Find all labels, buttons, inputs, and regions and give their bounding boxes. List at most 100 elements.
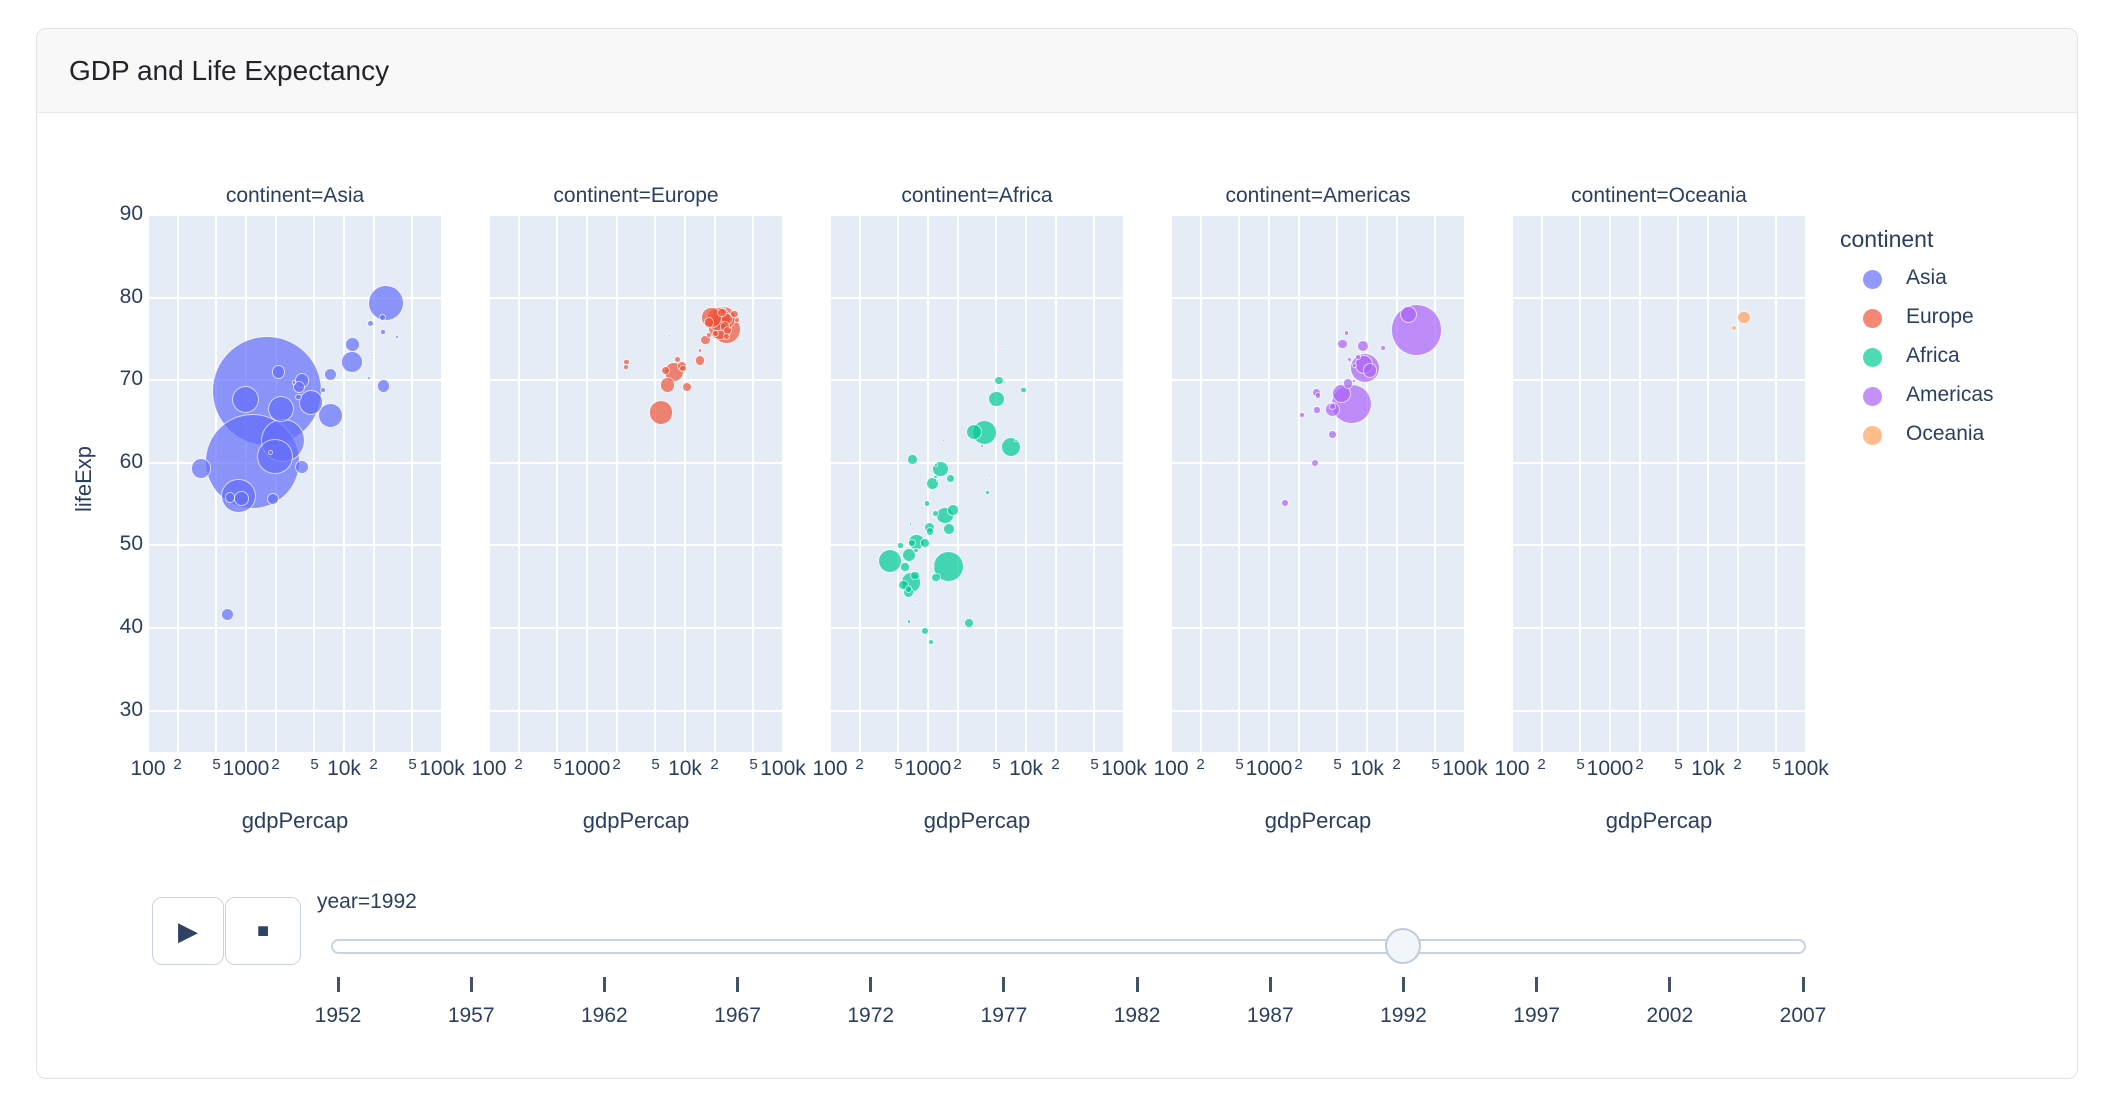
bubble-singapore[interactable]: [379, 329, 386, 336]
bubble-west-bank-and-gaza[interactable]: [291, 380, 297, 386]
bubble-finland[interactable]: [712, 329, 720, 337]
bubble-venezuela[interactable]: [1362, 363, 1378, 378]
bubble-ireland[interactable]: [705, 331, 712, 338]
bubble-djibouti[interactable]: [963, 532, 967, 536]
bubble-norway[interactable]: [733, 316, 741, 324]
bubble-malawi[interactable]: [898, 580, 909, 591]
bubble-namibia[interactable]: [979, 444, 984, 449]
bubble-romania[interactable]: [659, 377, 675, 393]
bubble-denmark[interactable]: [722, 332, 730, 341]
bubble-australia[interactable]: [1737, 310, 1751, 325]
bubble-angola[interactable]: [964, 618, 974, 628]
bubble-czech-republic[interactable]: [695, 355, 706, 366]
bubble-hong-kong-china[interactable]: [378, 313, 387, 322]
bubble-new-zealand[interactable]: [1730, 325, 1737, 332]
bubble-kuwait[interactable]: [395, 335, 400, 340]
bubble-taiwan[interactable]: [345, 337, 361, 353]
bubble-guinea[interactable]: [907, 538, 916, 548]
bubble-myanmar[interactable]: [190, 458, 212, 479]
bubble-mali[interactable]: [910, 570, 920, 580]
bubble-liberia[interactable]: [906, 619, 912, 624]
bubble-montenegro[interactable]: [668, 334, 672, 338]
bubble-iraq[interactable]: [295, 460, 310, 474]
bubble-guinea-bissau[interactable]: [913, 599, 918, 603]
bubble-bahrain[interactable]: [369, 357, 373, 361]
bubble-trinidad-and-tobago[interactable]: [1352, 379, 1356, 383]
bubble-vietnam[interactable]: [232, 385, 259, 413]
bubble-ethiopia[interactable]: [877, 549, 902, 574]
bubble-syria[interactable]: [292, 380, 305, 393]
bubble-cote-d-ivoire[interactable]: [943, 523, 955, 535]
bubble-equatorial-guinea[interactable]: [931, 564, 935, 568]
bubble-panama[interactable]: [1346, 357, 1352, 363]
bubble-canada[interactable]: [1399, 305, 1417, 323]
bubble-malaysia[interactable]: [323, 367, 338, 382]
bubble-lesotho[interactable]: [933, 463, 939, 468]
bubble-paraguay[interactable]: [1314, 391, 1322, 399]
bubble-costa-rica[interactable]: [1343, 330, 1350, 336]
bubble-morocco[interactable]: [965, 424, 983, 441]
bubble-chad[interactable]: [926, 527, 935, 536]
year-slider-track[interactable]: [331, 939, 1806, 954]
bubble-hungary[interactable]: [682, 381, 693, 392]
bubble-mauritania[interactable]: [933, 474, 938, 480]
bubble-philippines[interactable]: [267, 395, 295, 423]
bubble-eritrea[interactable]: [897, 542, 904, 549]
bubble-central-african-republic[interactable]: [912, 547, 919, 554]
bubble-oman[interactable]: [367, 375, 372, 380]
bubble-puerto-rico[interactable]: [1380, 344, 1387, 352]
bubble-iceland[interactable]: [722, 306, 726, 310]
bubble-gambia[interactable]: [909, 522, 913, 526]
bubble-botswana[interactable]: [1014, 438, 1019, 443]
bubble-uganda[interactable]: [902, 548, 917, 563]
bubble-bulgaria[interactable]: [660, 365, 671, 376]
bubble-nigeria[interactable]: [932, 550, 965, 582]
bubble-jordan[interactable]: [295, 393, 302, 400]
bubble-slovak-republic[interactable]: [679, 364, 687, 373]
bubble-turkey[interactable]: [648, 400, 674, 425]
bubble-greece[interactable]: [703, 317, 715, 328]
play-button[interactable]: ▶: [152, 897, 224, 965]
bubble-albania[interactable]: [623, 364, 629, 370]
bubble-portugal[interactable]: [700, 334, 711, 345]
bubble-lebanon[interactable]: [320, 387, 326, 394]
stop-button[interactable]: ■: [225, 897, 301, 965]
bubble-nepal[interactable]: [234, 491, 249, 506]
bubble-swaziland[interactable]: [985, 477, 989, 481]
bubble-chile[interactable]: [1356, 340, 1369, 353]
bubble-croatia[interactable]: [674, 356, 682, 363]
bubble-benin[interactable]: [931, 509, 940, 517]
bubble-uruguay[interactable]: [1355, 354, 1362, 360]
bubble-israel[interactable]: [366, 319, 375, 327]
bubble-sweden[interactable]: [717, 307, 727, 318]
bubble-tunisia[interactable]: [994, 375, 1004, 385]
bubble-mongolia[interactable]: [268, 449, 274, 455]
bubble-nicaragua[interactable]: [1298, 411, 1306, 419]
bubble-zimbabwe[interactable]: [907, 454, 918, 465]
bubble-burundi[interactable]: [904, 585, 913, 594]
bubble-gabon[interactable]: [1037, 449, 1041, 453]
bubble-ghana[interactable]: [926, 476, 939, 490]
bubble-ecuador[interactable]: [1342, 378, 1354, 389]
bubble-cambodia[interactable]: [224, 492, 235, 503]
bubble-congo-rep[interactable]: [984, 490, 990, 496]
bubble-japan[interactable]: [368, 284, 404, 321]
bubble-korea-rep[interactable]: [341, 351, 363, 373]
bubble-pakistan[interactable]: [257, 438, 293, 474]
bubble-saudi-arabia[interactable]: [376, 379, 391, 393]
bubble-afghanistan[interactable]: [221, 607, 235, 621]
bubble-sri-lanka[interactable]: [271, 365, 286, 379]
bubble-guatemala[interactable]: [1327, 430, 1338, 440]
bubble-burkina-faso[interactable]: [920, 538, 930, 548]
bubble-sierra-leone[interactable]: [927, 638, 935, 646]
bubble-somalia[interactable]: [920, 626, 929, 635]
bubble-yemen-rep[interactable]: [266, 493, 279, 506]
bubble-sao-tome-and-principe[interactable]: [941, 439, 945, 443]
bubble-honduras[interactable]: [1313, 406, 1321, 414]
bubble-thailand[interactable]: [298, 390, 324, 415]
bubble-south-africa[interactable]: [1001, 436, 1022, 458]
bubble-reunion[interactable]: [1003, 348, 1007, 352]
year-slider-handle[interactable]: [1385, 928, 1422, 964]
bubble-zambia[interactable]: [931, 573, 941, 583]
bubble-cuba[interactable]: [1336, 338, 1348, 350]
